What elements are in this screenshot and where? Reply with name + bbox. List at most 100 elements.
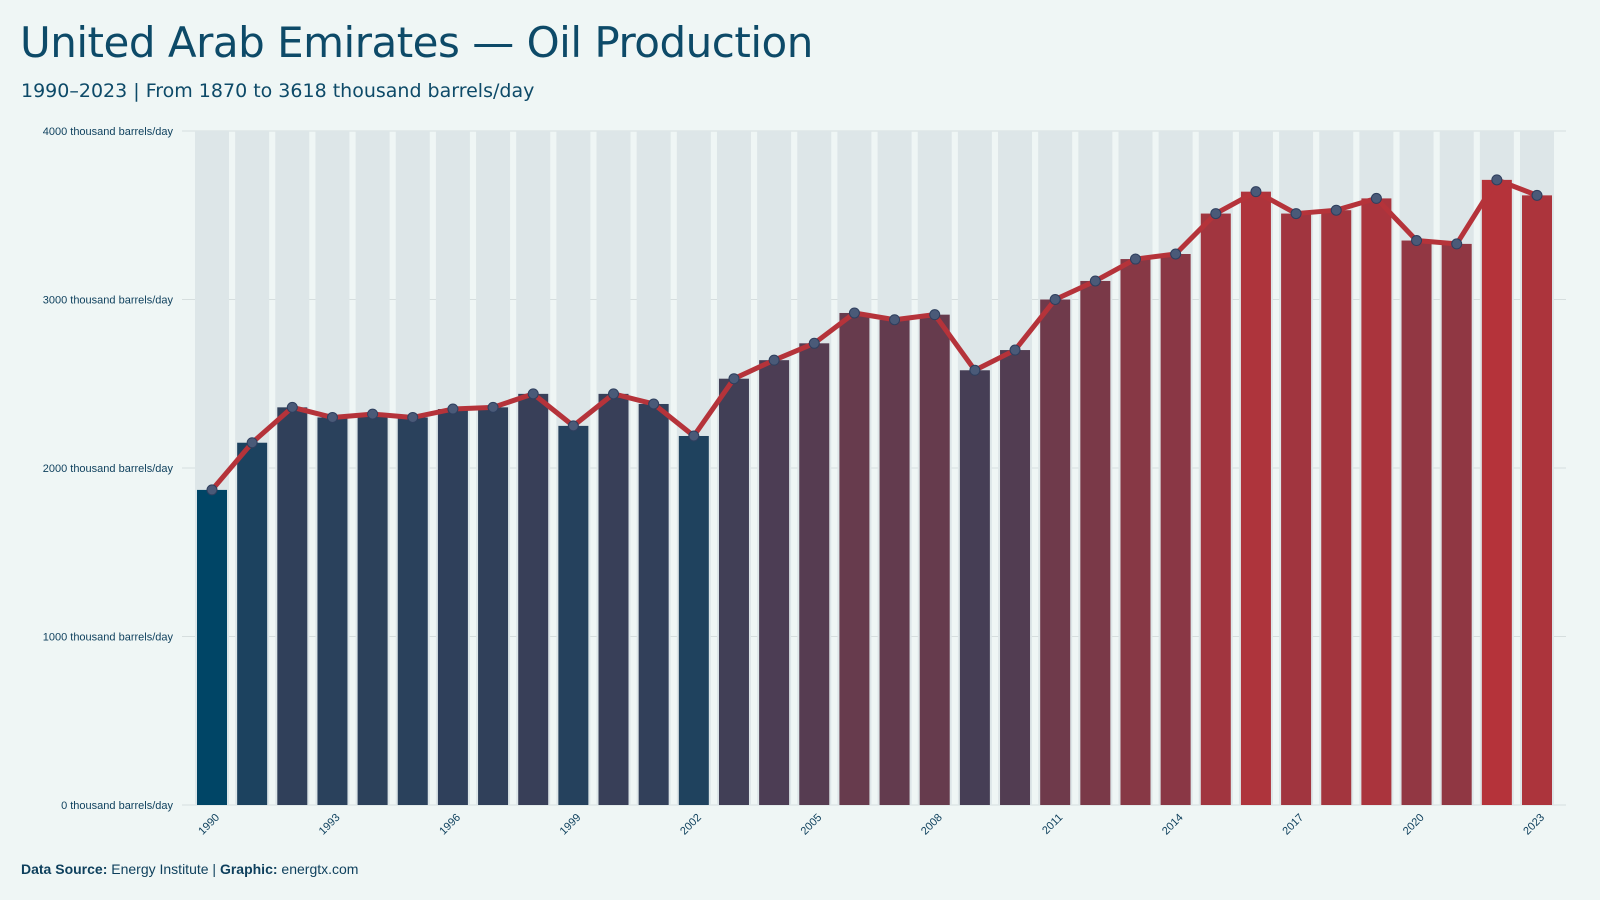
chart-subtitle: 1990–2023 | From 1870 to 3618 thousand b… [21,80,535,102]
data-point [1491,174,1503,186]
bar [1361,198,1392,805]
data-point [1170,248,1182,260]
data-point [1129,253,1141,265]
x-tick-label: 2002 [678,812,704,838]
data-point [1049,294,1061,305]
y-tick-layer: 0 thousand barrels/day 1000 thousand barr… [43,126,174,812]
data-point [286,401,298,413]
x-tick-label: 2014 [1160,812,1186,838]
x-tick-label: 2017 [1280,812,1306,838]
data-point [1411,235,1423,247]
line-layer [209,177,1540,493]
x-tick-label: 2020 [1401,812,1427,838]
y-tick-label: 0 thousand barrels/day [61,800,173,812]
bar [839,312,870,805]
bar [317,417,348,805]
bar [1522,195,1552,805]
bar [518,393,549,805]
y-tick-label: 4000 thousand barrels/day [43,126,174,138]
source-value: Energy Institute [111,861,209,877]
bar [1281,213,1312,805]
data-point [1250,186,1262,198]
bar [1240,191,1271,805]
bar [558,425,589,805]
bar [397,417,428,805]
data-point [527,388,539,400]
bar [478,407,509,805]
bar [437,409,468,805]
data-point [487,401,499,413]
bar [1200,213,1231,805]
y-tick-label: 1000 thousand barrels/day [43,632,174,644]
bar [718,378,749,805]
bar [959,370,990,805]
data-point [326,411,338,423]
bar [919,314,950,805]
bar [1481,179,1512,806]
bar [759,360,790,805]
bar [277,407,308,805]
data-point [1009,344,1021,356]
series-line [209,177,1540,493]
y-tick-label: 2000 thousand barrels/day [43,463,174,475]
bar [1080,280,1111,806]
chart-title: United Arab Emirates — Oil Production [20,18,813,67]
data-point [1290,208,1302,220]
data-point [768,354,780,366]
data-point [808,337,820,349]
data-point [889,314,901,326]
data-point [567,420,579,432]
y-tick-label: 3000 thousand barrels/day [43,295,174,307]
data-point [1370,192,1382,204]
bar [799,343,830,805]
x-tick-label: 2005 [799,812,825,838]
x-tick-layer: 1990 1993 1996 1999 2002 2005 2008 2011 2014 2017… [196,812,1547,838]
point-layer [206,174,1543,496]
x-tick-label: 1990 [196,812,222,838]
bar [638,403,669,805]
data-point [246,437,258,449]
bar [1321,210,1352,805]
data-point [929,309,941,321]
bar-layer [195,131,1554,806]
data-point [1330,204,1342,216]
data-point [648,398,660,410]
x-tick-label: 1996 [437,812,463,838]
data-point [407,411,419,423]
data-point [447,403,459,415]
data-point [688,430,700,442]
data-point [367,408,379,420]
data-point [608,388,620,400]
bar [879,319,910,805]
bar [1160,254,1191,805]
bar [357,414,388,805]
footer-separator: | [212,861,217,877]
data-point [1210,208,1222,220]
bar [1120,259,1151,805]
bar [237,442,268,805]
chart-footer: Data Source: Energy Institute | Graphic:… [21,861,358,877]
x-tick-label: 1999 [558,812,584,838]
data-point [728,373,740,385]
data-point [206,484,218,496]
graphic-value: energtx.com [281,861,359,877]
bar [197,489,227,805]
data-point [969,364,981,376]
bar [1441,243,1472,805]
graphic-label: Graphic: [219,861,278,877]
bar [1040,299,1071,805]
x-tick-label: 2011 [1040,812,1065,837]
x-tick-label: 1993 [317,812,343,838]
data-point [1531,189,1543,201]
bar [678,435,709,805]
x-tick-label: 2008 [919,812,945,838]
data-point [848,307,860,319]
source-label: Data Source: [21,861,108,877]
bar [598,393,629,805]
x-tick-label: 2023 [1521,812,1547,838]
data-point [1451,238,1463,250]
data-point [1089,275,1101,287]
bar [1000,350,1031,805]
bar [1401,240,1432,805]
